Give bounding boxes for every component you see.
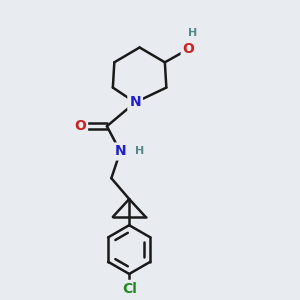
Text: H: H [135,146,144,157]
Text: H: H [188,28,198,38]
Text: O: O [183,42,195,56]
Text: N: N [129,95,141,110]
Text: O: O [74,119,86,133]
Text: Cl: Cl [122,282,136,296]
Text: N: N [115,145,126,158]
